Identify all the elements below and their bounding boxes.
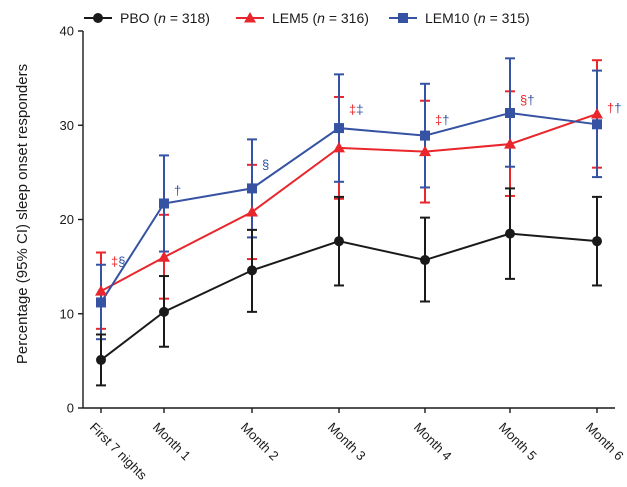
lem5-legend-label: LEM5 (n = 316)	[272, 10, 369, 26]
pbo-point	[334, 236, 344, 247]
pbo-point	[96, 354, 106, 365]
significance-annotation: §†	[520, 93, 534, 108]
lem10-point	[334, 123, 344, 134]
lem10-legend-marker	[398, 13, 408, 23]
lem5-point	[246, 205, 258, 217]
x-tick-label: First 7 nights	[87, 420, 151, 484]
pbo-point	[592, 236, 602, 247]
y-tick-label: 20	[60, 212, 74, 227]
pbo-point	[420, 255, 430, 266]
axes: 0 10 20 30 40 First 7 nights Month 1 Month 2 Mon…	[60, 24, 627, 484]
x-tick-label: Month 1	[150, 420, 194, 464]
x-tick-label: Month 2	[238, 420, 282, 464]
legend-paren-close: )	[525, 10, 530, 26]
lem10-point	[159, 198, 169, 209]
lem10-legend-label: LEM10 (n = 315)	[425, 10, 530, 26]
lem5-point	[333, 141, 345, 153]
lem5-legend-marker	[244, 12, 256, 23]
lem5-point	[95, 285, 107, 296]
legend-series-name: LEM5	[272, 10, 309, 26]
lem10-point	[247, 183, 257, 194]
legend-series-name: LEM10	[425, 10, 470, 26]
legend-paren-close: )	[205, 10, 210, 26]
significance-annotation: ††	[607, 100, 621, 115]
legend-paren-close: )	[364, 10, 369, 26]
significance-symbol: ‡	[356, 102, 363, 117]
significance-symbol: ‡	[111, 254, 118, 269]
y-tick-label: 0	[67, 401, 74, 416]
y-tick-label: 40	[60, 24, 74, 39]
significance-annotation: §	[262, 157, 269, 172]
lem10-point	[592, 119, 602, 130]
y-tick-label: 10	[60, 306, 74, 321]
series-lines	[100, 111, 598, 361]
lem5-point	[504, 138, 516, 149]
lem10-point	[420, 130, 430, 141]
lem10-point	[96, 297, 106, 308]
legend-n-var: n	[478, 10, 486, 26]
lem10-line	[100, 111, 598, 303]
significance-symbol: †	[527, 93, 534, 108]
pbo-legend-label: PBO (n = 318)	[120, 10, 210, 26]
significance-annotations: ‡§†§‡‡‡†§†††	[111, 93, 621, 269]
legend-n-var: n	[158, 10, 166, 26]
pbo-point	[505, 228, 515, 239]
legend-n-value: = 315	[486, 10, 526, 26]
x-tick-label: Month 5	[496, 420, 540, 464]
significance-symbol: ‡	[349, 102, 356, 117]
pbo-point	[159, 306, 169, 317]
lem5-point	[158, 251, 170, 262]
pbo-legend-marker	[93, 13, 103, 23]
legend-paren-open: (	[309, 10, 318, 26]
significance-symbol: †	[607, 100, 614, 115]
significance-symbol: †	[174, 183, 181, 198]
lem10-point	[505, 107, 515, 118]
x-tick-label: Month 6	[583, 420, 627, 464]
significance-annotation: †	[174, 183, 181, 198]
significance-symbol: §	[520, 93, 527, 108]
legend: PBO (n = 318) LEM5 (n = 316) LEM10 (n = 31…	[84, 10, 530, 26]
significance-annotation: ‡†	[435, 113, 449, 128]
significance-annotation: ‡‡	[349, 102, 363, 117]
y-tick-label: 30	[60, 118, 74, 133]
lem5-point	[591, 107, 603, 119]
significance-symbol: †	[442, 113, 449, 128]
significance-symbol: §	[262, 157, 269, 172]
legend-n-value: = 318	[166, 10, 206, 26]
pbo-line	[100, 232, 598, 361]
legend-n-value: = 316	[325, 10, 365, 26]
legend-paren-open: (	[469, 10, 478, 26]
y-axis-label: Percentage (95% CI) sleep onset responde…	[14, 64, 31, 364]
data-points	[95, 107, 603, 365]
significance-symbol: §	[118, 254, 125, 269]
pbo-point	[247, 265, 257, 276]
significance-symbol: †	[614, 100, 621, 115]
legend-paren-open: (	[150, 10, 159, 26]
x-tick-label: Month 3	[325, 420, 369, 464]
legend-series-name: PBO	[120, 10, 150, 26]
significance-annotation: ‡§	[111, 254, 125, 269]
lem5-point	[419, 145, 431, 157]
x-tick-label: Month 4	[411, 420, 455, 464]
significance-symbol: ‡	[435, 113, 442, 128]
legend-n-var: n	[317, 10, 325, 26]
